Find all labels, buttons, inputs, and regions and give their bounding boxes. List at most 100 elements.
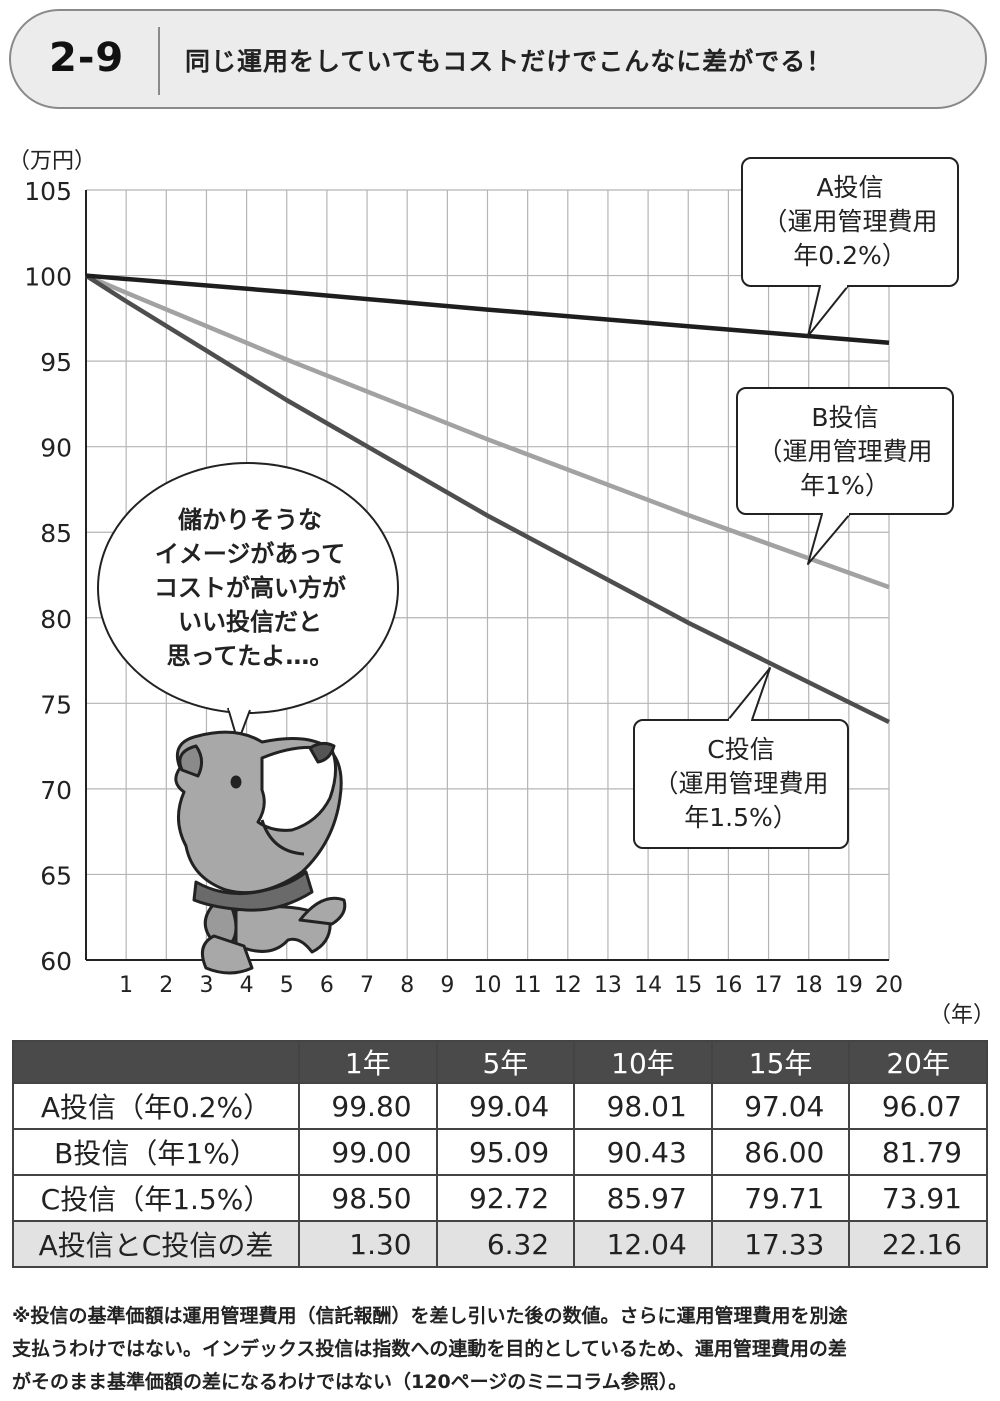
table-row: A投信（年0.2%） 99.80 99.04 98.01 97.04 96.07 xyxy=(12,1082,988,1130)
series-line-C xyxy=(84,273,890,725)
callout-text: C投信 xyxy=(707,735,774,764)
y-axis-unit-label: （万円） xyxy=(8,149,96,174)
table-header-cell xyxy=(12,1040,300,1084)
table-cell: 95.09 xyxy=(435,1128,576,1176)
table-header-cell: 10年 xyxy=(573,1040,713,1084)
table-cell: 73.91 xyxy=(848,1174,988,1222)
table-header-cell: 20年 xyxy=(848,1040,988,1084)
x-tick-label: 9 xyxy=(440,973,454,998)
series-line-B xyxy=(85,273,890,590)
table-cell: 79.71 xyxy=(710,1174,851,1222)
table-cell: 90.43 xyxy=(573,1128,713,1176)
row-label: B投信（年1%） xyxy=(12,1128,300,1176)
speech-bubble-text: 儲かりそうな xyxy=(178,506,322,534)
callout-text: 年1%） xyxy=(800,471,890,500)
x-tick-label: 5 xyxy=(280,973,294,998)
table-cell: 99.80 xyxy=(298,1082,438,1130)
y-tick-label: 80 xyxy=(40,605,72,634)
series-line-A xyxy=(85,273,890,346)
header-divider xyxy=(158,27,160,95)
x-tick-label: 7 xyxy=(360,973,374,998)
callout-text: （運用管理費用 xyxy=(757,437,932,466)
table-header-row: 1年 5年 10年 15年 20年 xyxy=(12,1040,988,1084)
figure-header: 2-9 同じ運用をしていてもコストだけでこんなに差がでる！ xyxy=(9,9,987,109)
table-header-cell: 15年 xyxy=(710,1040,851,1084)
y-tick-label: 90 xyxy=(40,434,72,463)
table-row: C投信（年1.5%） 98.50 92.72 85.97 79.71 73.91 xyxy=(12,1174,988,1222)
footnote-line: 支払うわけではない。インデックス投信は指数への連動を目的としているため、運用管理… xyxy=(12,1338,847,1360)
y-tick-label: 70 xyxy=(40,776,72,805)
x-tick-label: 13 xyxy=(594,973,622,998)
table-cell: 22.16 xyxy=(848,1220,988,1268)
mascot-nose xyxy=(308,741,336,764)
table-cell: 98.50 xyxy=(298,1174,438,1222)
x-tick-label: 3 xyxy=(199,973,213,998)
x-tick-label: 6 xyxy=(320,973,334,998)
mascot-eye xyxy=(230,775,242,789)
x-tick-label: 14 xyxy=(634,973,662,998)
table-cell: 99.00 xyxy=(298,1128,438,1176)
y-tick-label: 95 xyxy=(40,348,72,377)
x-tick-label: 19 xyxy=(835,973,863,998)
y-tick-label: 85 xyxy=(40,519,72,548)
table-cell: 12.04 xyxy=(573,1220,713,1268)
x-tick-label: 2 xyxy=(159,973,173,998)
row-label: A投信とC投信の差 xyxy=(12,1220,300,1268)
mascot-mouth xyxy=(260,819,305,856)
table-cell: 6.32 xyxy=(435,1220,576,1268)
callout-text: B投信 xyxy=(811,403,878,432)
row-label: A投信（年0.2%） xyxy=(12,1082,300,1130)
values-table: 1年 5年 10年 15年 20年 A投信（年0.2%） 99.80 99.04… xyxy=(12,1040,988,1268)
table-cell: 17.33 xyxy=(710,1220,851,1268)
mascot-hand xyxy=(298,896,347,926)
table-cell: 97.04 xyxy=(710,1082,851,1130)
x-tick-label: 8 xyxy=(400,973,414,998)
callout-text: （運用管理費用 xyxy=(762,207,937,236)
x-tick-label: 17 xyxy=(755,973,783,998)
table-cell: 98.01 xyxy=(573,1082,713,1130)
footnote-line: がそのまま基準価額の差になるわけではない（120ページのミニコラム参照）。 xyxy=(12,1371,688,1393)
footnote: ※投信の基準価額は運用管理費用（信託報酬）を差し引いた後の数値。さらに運用管理費… xyxy=(12,1300,992,1399)
callout-pointer xyxy=(807,513,851,565)
table-cell: 81.79 xyxy=(848,1128,988,1176)
table-row-difference: A投信とC投信の差 1.30 6.32 12.04 17.33 22.16 xyxy=(12,1220,988,1268)
footnote-line: ※投信の基準価額は運用管理費用（信託報酬）を差し引いた後の数値。さらに運用管理費… xyxy=(12,1305,848,1327)
x-axis-unit-label: （年） xyxy=(929,1003,995,1028)
table-cell: 92.72 xyxy=(435,1174,576,1222)
x-tick-label: 10 xyxy=(474,973,502,998)
table-header-cell: 1年 xyxy=(298,1040,438,1084)
speech-bubble-text: イメージがあって xyxy=(155,540,345,568)
x-tick-label: 16 xyxy=(714,973,742,998)
speech-bubble-text: いい投信だと xyxy=(178,608,322,636)
table-cell: 85.97 xyxy=(573,1174,713,1222)
table-header-cell: 5年 xyxy=(435,1040,576,1084)
y-tick-label: 75 xyxy=(40,690,72,719)
y-tick-label: 60 xyxy=(40,947,72,976)
x-tick-label: 12 xyxy=(554,973,582,998)
x-tick-label: 1 xyxy=(119,973,133,998)
callout-box xyxy=(741,157,959,287)
callout-pointer xyxy=(807,285,849,337)
callout-text: A投信 xyxy=(816,173,883,202)
callout-pointer xyxy=(727,667,771,721)
row-label: C投信（年1.5%） xyxy=(12,1174,300,1222)
y-tick-label: 65 xyxy=(40,861,72,890)
figure-number: 2-9 xyxy=(49,35,125,81)
mascot-foot xyxy=(200,934,254,975)
y-tick-label: 105 xyxy=(24,177,72,206)
mascot-scarf xyxy=(192,870,314,912)
x-tick-label: 18 xyxy=(795,973,823,998)
x-tick-label: 20 xyxy=(875,973,903,998)
table-row: B投信（年1%） 99.00 95.09 90.43 86.00 81.79 xyxy=(12,1128,988,1176)
table-cell: 99.04 xyxy=(435,1082,576,1130)
x-tick-label: 11 xyxy=(514,973,542,998)
callout-text: （運用管理費用 xyxy=(653,769,828,798)
y-tick-label: 100 xyxy=(24,263,72,292)
figure-title: 同じ運用をしていてもコストだけでこんなに差がでる！ xyxy=(185,47,833,76)
table-cell: 86.00 xyxy=(710,1128,851,1176)
